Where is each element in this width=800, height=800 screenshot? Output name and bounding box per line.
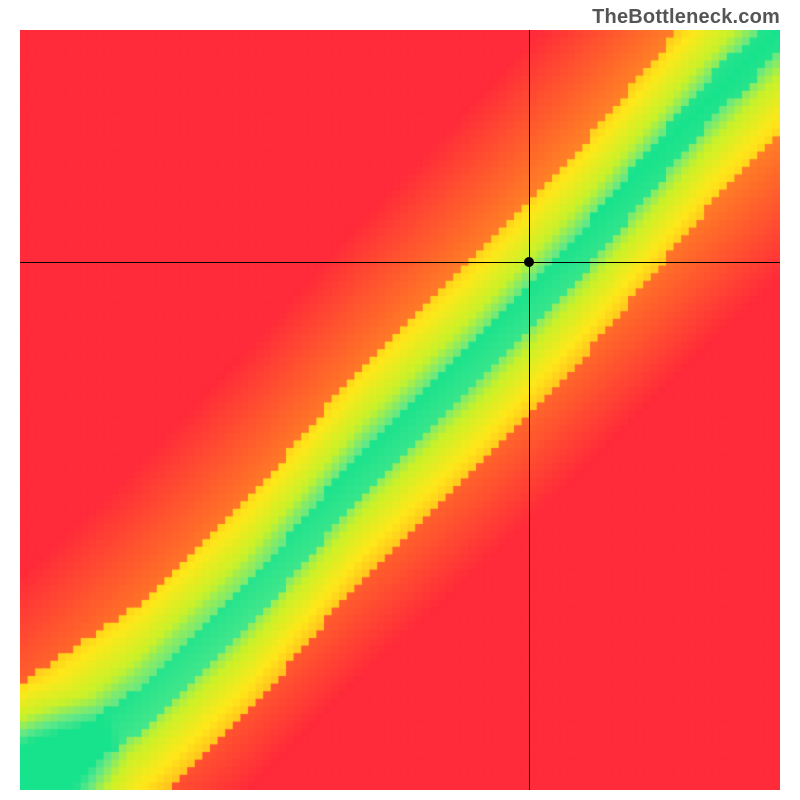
watermark-text: TheBottleneck.com	[592, 6, 780, 29]
crosshair-vertical-line	[529, 30, 530, 790]
plot-area	[20, 30, 780, 790]
root-container: TheBottleneck.com	[0, 0, 800, 800]
bottleneck-heatmap	[20, 30, 780, 790]
crosshair-marker-dot	[524, 257, 534, 267]
crosshair-horizontal-line	[20, 262, 780, 263]
